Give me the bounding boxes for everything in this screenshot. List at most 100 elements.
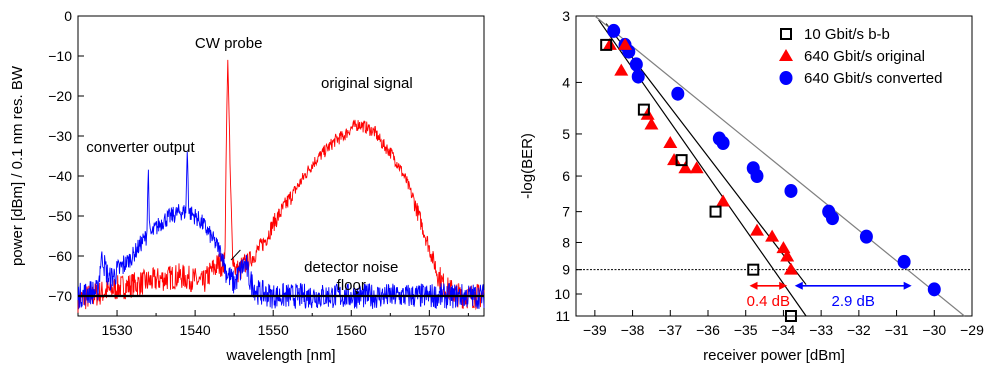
ber-y-axis-label: -log(BER) <box>519 133 536 199</box>
ber-y-tick-label: 5 <box>562 126 570 142</box>
dB-gap-label: 2.9 dB <box>832 293 875 310</box>
ber-y-tick-label: 11 <box>555 308 570 324</box>
original-triangle-marker <box>765 229 780 242</box>
spectrum-y-tick-label: −50 <box>48 208 72 224</box>
original-triangle-marker <box>779 49 793 61</box>
spectrum-chart: 1530 1540 1550 1560 1570 0 −10 −20 −30 −40 −50 −60… <box>9 8 485 364</box>
converted-circle-marker <box>784 183 798 198</box>
ber-x-tick-label: −39 <box>583 322 607 338</box>
noise-arrow-head <box>355 289 360 295</box>
spectrum-y-ticks: 0 −10 −20 −30 −40 −50 −60 −70 <box>48 8 84 304</box>
converted-circle-marker <box>897 254 911 269</box>
ber-series <box>600 23 941 322</box>
ber-y-tick-label: 7 <box>562 204 570 220</box>
converted-circle-marker <box>631 69 645 84</box>
spectrum-x-tick-label: 1570 <box>414 322 445 338</box>
ber-x-tick-label: −38 <box>621 322 645 338</box>
original-triangle-marker <box>750 223 765 236</box>
dB-gap-arrow-head-right <box>903 281 912 290</box>
ber-x-tick-label: −33 <box>809 322 833 338</box>
noise-arrow-line <box>230 249 241 261</box>
ber-x-ticks: −39 −38 −37 −36 −35 −34 −33 −32 −31 −30 −29 <box>583 310 984 338</box>
spectrum-x-tick-label: 1550 <box>258 322 289 338</box>
spectrum-annotations: CW probe original signal converter output d… <box>86 35 413 295</box>
spectrum-x-tick-label: 1560 <box>336 322 367 338</box>
original-triangle-marker <box>678 161 693 174</box>
original-triangle-marker <box>602 37 617 50</box>
bb-square-marker <box>637 103 650 116</box>
spectrum-series <box>77 59 485 313</box>
converted-circle-marker <box>927 282 941 297</box>
spectrum-x-tick-label: 1540 <box>180 322 211 338</box>
original-triangle-marker <box>644 117 659 130</box>
dB-gap-label: 0.4 dB <box>747 293 790 310</box>
ber-x-tick-label: −29 <box>960 322 984 338</box>
ber-y-tick-label: 10 <box>554 286 570 302</box>
ber-fit-line <box>598 19 807 317</box>
original-signal-trace <box>77 59 485 313</box>
ber-legend-label: 640 Gbit/s original <box>804 48 925 65</box>
spectrum-y-tick-label: −70 <box>48 288 72 304</box>
bb-square-marker <box>784 310 797 322</box>
ber-legend-label: 10 Gbit/s b-b <box>804 26 890 43</box>
spectrum-x-axis-label: wavelength [nm] <box>225 347 335 364</box>
spectrum-annotation: original signal <box>321 75 413 92</box>
spectrum-y-tick-label: −20 <box>48 88 72 104</box>
converted-circle-marker <box>671 86 685 101</box>
ber-y-tick-label: 4 <box>562 74 570 90</box>
bb-square-marker <box>675 154 688 167</box>
ber-x-tick-label: −36 <box>696 322 720 338</box>
spectrum-y-tick-label: 0 <box>64 8 72 24</box>
ber-chart: −39 −38 −37 −36 −35 −34 −33 −32 −31 −30 −29 3 4 5 6 7 8… <box>519 8 984 364</box>
spectrum-y-tick-label: −60 <box>48 248 72 264</box>
dB-gap-arrow-head-right <box>779 281 788 290</box>
ber-x-tick-label: −30 <box>922 322 946 338</box>
ber-legend: 10 Gbit/s b-b 640 Gbit/s original 640 Gbit… <box>779 26 942 87</box>
spectrum-annotation: detector noise <box>304 259 398 276</box>
converted-circle-marker <box>716 136 730 151</box>
ber-plot-frame <box>575 15 973 317</box>
ber-x-tick-label: −37 <box>658 322 682 338</box>
ber-y-tick-label: 3 <box>562 8 570 24</box>
spectrum-x-tick-label: 1530 <box>101 322 132 338</box>
ber-x-tick-label: −35 <box>734 322 758 338</box>
original-triangle-marker <box>716 194 731 207</box>
dB-gap-arrow-head-left <box>749 281 758 290</box>
ber-legend-label: 640 Gbit/s converted <box>804 70 942 87</box>
spectrum-y-axis-label: power [dBm] / 0.1 nm res. BW <box>9 65 26 266</box>
ber-y-ticks: 3 4 5 6 7 8 9 10 11 <box>554 8 582 324</box>
ber-x-tick-label: −31 <box>885 322 909 338</box>
spectrum-annotation: floor <box>337 277 366 294</box>
original-triangle-marker <box>780 249 795 262</box>
converted-circle-marker <box>750 169 764 184</box>
ber-y-tick-label: 9 <box>562 262 570 278</box>
spectrum-annotation: converter output <box>86 139 195 156</box>
bb-square-marker <box>747 263 760 276</box>
bb-square-marker <box>600 38 613 51</box>
bb-square-marker <box>709 205 722 218</box>
converted-circle-marker <box>607 23 621 38</box>
original-triangle-marker <box>689 161 704 174</box>
converted-circle-marker <box>779 71 793 85</box>
original-triangle-marker <box>783 262 798 275</box>
spectrum-plot-frame <box>77 15 485 317</box>
spectrum-x-ticks: 1530 1540 1550 1560 1570 <box>77 310 469 338</box>
original-triangle-marker <box>614 63 629 76</box>
converted-circle-marker <box>629 57 643 72</box>
ber-x-tick-label: −34 <box>772 322 796 338</box>
bb-square-marker <box>780 28 792 40</box>
original-triangle-marker <box>663 136 678 149</box>
spectrum-y-tick-label: −40 <box>48 168 72 184</box>
ber-annotations: 0.4 dB 2.9 dB <box>747 281 912 310</box>
original-triangle-marker <box>618 37 633 50</box>
converted-circle-marker <box>859 229 873 244</box>
ber-x-axis-label: receiver power [dBm] <box>703 347 845 364</box>
ber-y-tick-label: 6 <box>562 168 570 184</box>
spectrum-annotation: CW probe <box>195 35 263 52</box>
converter-output-trace <box>77 151 485 310</box>
ber-x-tick-label: −32 <box>847 322 871 338</box>
converted-circle-marker <box>825 211 839 226</box>
dB-gap-arrow-head-left <box>794 281 803 290</box>
